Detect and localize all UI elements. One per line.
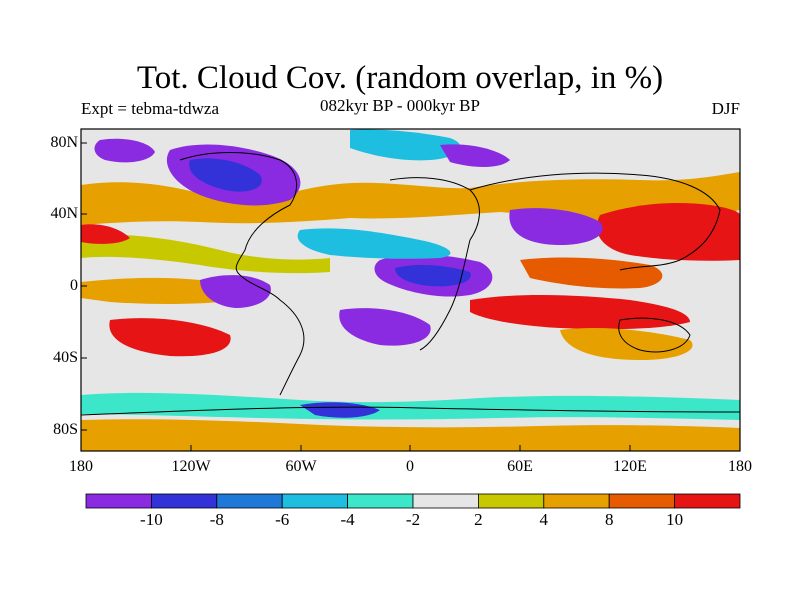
colorbar-swatch [608, 493, 676, 509]
colorbar-label: 4 [539, 510, 549, 529]
region-alaska-neg [94, 138, 155, 163]
region-atlantic-cyan [297, 228, 451, 259]
colorbar-swatch [477, 493, 545, 509]
colorbar-label: 10 [666, 510, 684, 529]
lon-label-0: 0 [406, 458, 414, 475]
australia-coast [618, 317, 691, 353]
antarctica-coast [81, 406, 740, 416]
map-title: Tot. Cloud Cov. (random overlap, in %) [136, 60, 664, 96]
lon-label-180e: 180 [728, 458, 752, 475]
region-indian-ocean-pos [470, 295, 690, 330]
colorbar [85, 493, 741, 509]
region-east-pacific-pos [81, 224, 130, 244]
lat-label-40n: 40N [50, 205, 78, 222]
colorbar-swatch [543, 493, 610, 509]
colorbar-label: -2 [405, 510, 421, 529]
axis-ticks [80, 142, 741, 451]
region-arctic-cyan [350, 129, 461, 161]
africa-europe-coast [389, 177, 480, 351]
colorbar-label: -8 [209, 510, 224, 529]
colorbar-swatch [347, 493, 414, 509]
colorbar-swatch [674, 493, 741, 509]
region-south-asia-pos [520, 257, 663, 289]
region-north-band [81, 172, 740, 225]
colorbar-swatch [216, 493, 283, 509]
lat-label-80n: 80N [50, 134, 78, 151]
lon-label-120w: 120W [171, 458, 211, 475]
colorbar-label: -6 [275, 510, 290, 529]
colorbar-swatch [85, 493, 152, 509]
lat-label-eq: 0 [70, 277, 78, 294]
region-north-yellow [81, 234, 330, 274]
colorbar-label: 8 [604, 510, 614, 529]
colorbar-swatch [412, 493, 479, 509]
americas-coast [179, 152, 305, 396]
region-weddell-neg [300, 402, 380, 418]
region-south-pacific-pos [109, 318, 231, 357]
lon-label-120e: 120E [613, 458, 647, 475]
colorbar-label: -10 [140, 510, 163, 529]
lon-label-60w: 60W [285, 458, 317, 475]
region-north-america-neg2 [189, 158, 262, 192]
region-asia-neg [509, 208, 603, 245]
region-arctic-neg [440, 144, 510, 167]
region-south-atlantic-neg [339, 308, 431, 346]
lon-label-60e: 60E [507, 458, 533, 475]
colorbar-swatch [150, 493, 218, 509]
colorbar-label: -4 [340, 510, 355, 529]
map-field [81, 129, 740, 451]
eurasia-coast [469, 172, 721, 271]
lon-label-180w: 180 [69, 458, 93, 475]
region-west-pacific-pos [596, 203, 740, 261]
lat-label-80s: 80S [53, 421, 78, 438]
region-antarctic-orange [81, 419, 740, 451]
region-southern-cyan-band [81, 392, 740, 420]
colorbar-label: 2 [474, 510, 483, 529]
season-label: DJF [711, 99, 740, 118]
region-africa-neg2 [395, 265, 471, 287]
lat-label-40s: 40S [53, 349, 78, 366]
period-label: 082kyr BP - 000kyr BP [320, 96, 480, 115]
region-eq-east-pacific-neg [200, 275, 271, 308]
experiment-label: Expt = tebma-tdwza [81, 99, 219, 118]
coastlines [81, 152, 740, 416]
colorbar-swatch [281, 493, 349, 509]
